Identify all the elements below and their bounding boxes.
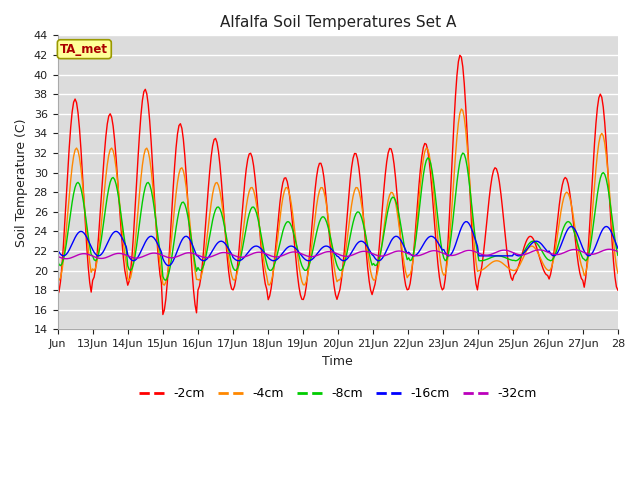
Legend: -2cm, -4cm, -8cm, -16cm, -32cm: -2cm, -4cm, -8cm, -16cm, -32cm <box>134 383 542 406</box>
Text: TA_met: TA_met <box>60 43 108 56</box>
Y-axis label: Soil Temperature (C): Soil Temperature (C) <box>15 118 28 247</box>
X-axis label: Time: Time <box>323 355 353 368</box>
Title: Alfalfa Soil Temperatures Set A: Alfalfa Soil Temperatures Set A <box>220 15 456 30</box>
